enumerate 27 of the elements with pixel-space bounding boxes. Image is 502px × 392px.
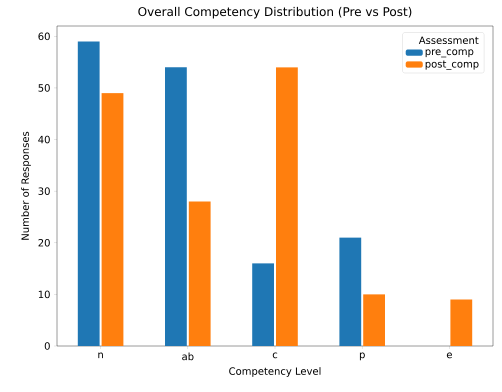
bar [339,238,362,346]
x-tick-label: c [272,352,278,358]
bar [165,67,187,346]
legend-label: pre_comp [426,49,474,58]
x-tick-label: p [360,352,365,360]
legend-label: post_comp [426,60,479,70]
bar [450,300,472,346]
bar [252,263,274,346]
bar [363,294,385,346]
chart-title: Overall Competency Distribution (Pre vs Post) [138,6,412,18]
y-tick-label: 20 [38,238,50,247]
y-tick-label: 0 [44,342,50,350]
y-tick-label: 60 [38,32,50,40]
y-tick-label: 40 [38,136,50,144]
bar [276,67,298,346]
legend-title: Assessment [418,36,479,44]
x-axis-title: Competency Level [229,367,320,377]
y-axis-title: Number of Responses [21,132,31,240]
x-tick-label: ab [182,352,194,360]
y-tick-label: 10 [38,290,50,298]
bar [102,93,124,346]
x-tick-label: n [98,352,103,358]
y-tick-label: 50 [38,84,50,92]
bar [78,41,100,346]
y-tick-label: 30 [38,187,50,195]
x-tick-label: e [446,352,452,358]
bar [188,201,211,346]
